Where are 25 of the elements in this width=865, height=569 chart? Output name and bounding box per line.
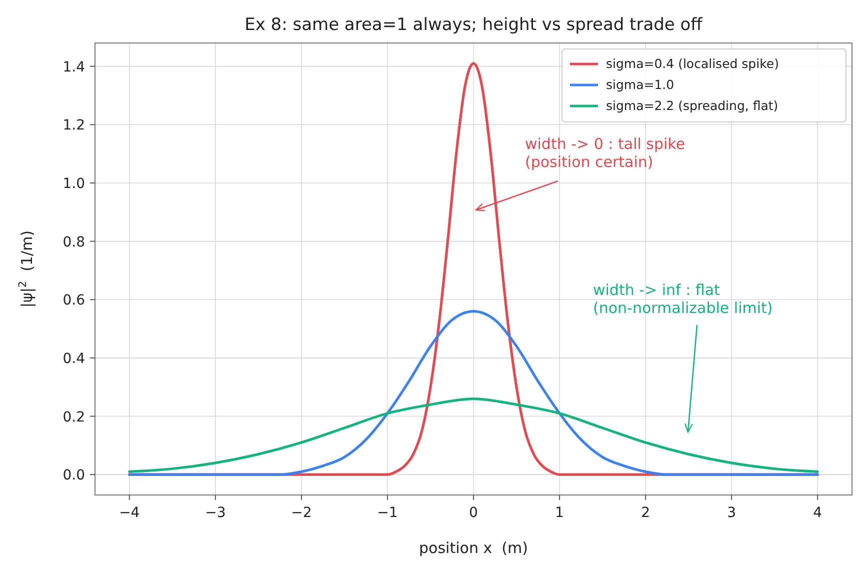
annotation: width -> 0 : tall spike (position certain) — [525, 135, 686, 171]
x-tick-label: −2 — [291, 505, 312, 521]
y-tick-label: 0.2 — [62, 409, 85, 426]
y-tick-label: 0.0 — [62, 468, 85, 484]
x-tick-label: 2 — [641, 505, 650, 521]
x-tick-label: −1 — [377, 505, 398, 521]
x-axis-title: position x (m) — [419, 539, 528, 557]
legend-label: sigma=0.4 (localised spike) — [606, 56, 779, 71]
legend-label: sigma=1.0 — [606, 77, 674, 92]
legend-label: sigma=2.2 (spreading, flat) — [606, 98, 778, 113]
y-tick-label: 0.8 — [62, 234, 85, 250]
y-tick-label: 0.6 — [62, 292, 86, 309]
chart-title: Ex 8: same area=1 always; height vs spread trade off — [244, 15, 704, 35]
y-tick-label: 1.4 — [62, 59, 86, 76]
y-tick-label: 1.0 — [62, 176, 85, 192]
x-tick-label: 1 — [555, 505, 564, 521]
x-tick-label: 0 — [469, 505, 478, 521]
line-series — [128, 397, 819, 473]
y-tick-label: 0.4 — [62, 350, 86, 367]
x-tick-label: 4 — [813, 505, 822, 521]
y-tick-label: 1.2 — [62, 118, 85, 134]
annotation: width -> inf : flat (non-normalizable limit) — [593, 281, 773, 317]
x-tick-label: 3 — [727, 505, 736, 521]
x-tick-label: −3 — [205, 505, 226, 521]
x-tick-label: −4 — [119, 505, 140, 521]
